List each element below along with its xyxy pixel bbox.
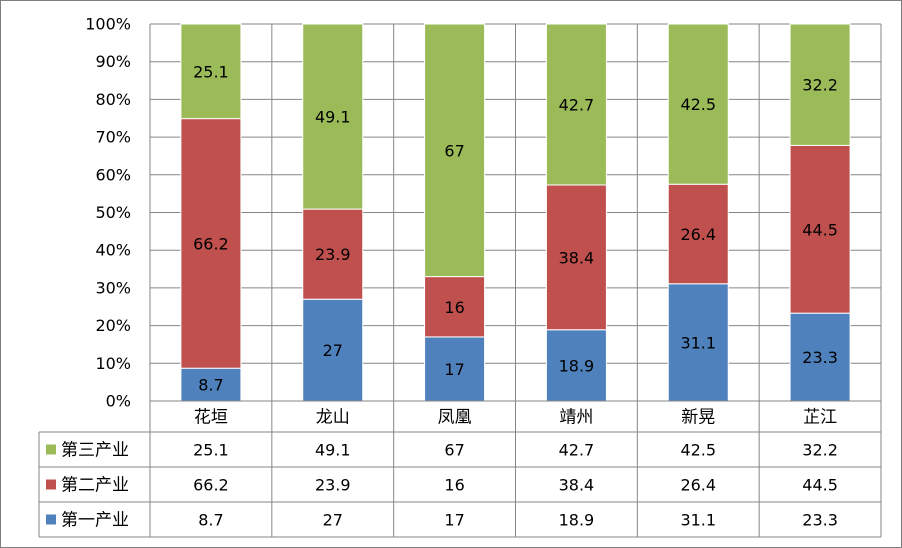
table-cell-value: 23.3 xyxy=(802,511,838,530)
table-cell-value: 25.1 xyxy=(193,441,229,460)
bar-segment xyxy=(180,23,242,120)
y-tick-label: 20% xyxy=(95,316,131,335)
data-label: 38.4 xyxy=(559,248,595,267)
table-cell-value: 42.7 xyxy=(559,441,595,460)
data-label: 67 xyxy=(444,141,464,160)
x-tick-label: 芷江 xyxy=(803,408,837,428)
bar-segment xyxy=(545,184,607,331)
table-cell-value: 16 xyxy=(444,476,464,495)
data-label: 17 xyxy=(444,360,464,379)
data-label: 32.2 xyxy=(802,76,838,95)
legend-swatch xyxy=(46,514,56,525)
data-label: 18.9 xyxy=(559,356,595,375)
bar-segment xyxy=(789,23,851,146)
data-label: 26.4 xyxy=(680,225,716,244)
legend-label: 第一产业 xyxy=(61,511,129,531)
table-cell-value: 18.9 xyxy=(559,511,595,530)
y-tick-label: 90% xyxy=(95,52,131,71)
bar-segment xyxy=(789,144,851,314)
bar-segment xyxy=(424,23,486,278)
table-cell-value: 44.5 xyxy=(802,476,838,495)
legend-label: 第二产业 xyxy=(61,476,129,496)
bar-segment xyxy=(545,23,607,186)
data-label: 27 xyxy=(323,341,343,360)
y-tick-label: 0% xyxy=(106,392,131,411)
legend-label: 第三产业 xyxy=(61,441,129,461)
data-label: 66.2 xyxy=(193,234,229,253)
bar-segment xyxy=(424,336,486,402)
table-cell-value: 27 xyxy=(323,511,343,530)
bar-segment xyxy=(302,208,364,300)
x-tick-label: 花垣 xyxy=(194,408,228,428)
legend-swatch xyxy=(46,479,56,490)
table-cell-value: 17 xyxy=(444,511,464,530)
table-cell-value: 23.9 xyxy=(315,476,351,495)
table-cell-value: 31.1 xyxy=(680,511,716,530)
data-label: 42.7 xyxy=(559,95,595,114)
table-cell-value: 26.4 xyxy=(680,476,716,495)
bar-segment xyxy=(667,283,729,402)
bar-segment xyxy=(302,23,364,210)
bar-segment xyxy=(424,276,486,338)
y-tick-label: 10% xyxy=(95,354,131,373)
y-tick-label: 60% xyxy=(95,165,131,184)
y-tick-label: 30% xyxy=(95,278,131,297)
y-tick-label: 70% xyxy=(95,128,131,147)
table-cell-value: 42.5 xyxy=(680,441,716,460)
x-tick-label: 新晃 xyxy=(681,408,715,428)
x-tick-label: 凤凰 xyxy=(438,408,472,428)
data-label: 23.3 xyxy=(802,348,838,367)
data-label: 23.9 xyxy=(315,245,351,264)
bar-segment xyxy=(667,23,729,185)
table-cell-value: 49.1 xyxy=(315,441,351,460)
data-label: 31.1 xyxy=(680,333,716,352)
data-label: 44.5 xyxy=(802,220,838,239)
bar-segment xyxy=(545,329,607,402)
data-label: 16 xyxy=(444,298,464,317)
y-tick-label: 50% xyxy=(95,203,131,222)
y-tick-label: 40% xyxy=(95,241,131,260)
table-cell-value: 8.7 xyxy=(198,511,223,530)
data-label: 8.7 xyxy=(198,376,223,395)
y-tick-label: 100% xyxy=(85,15,131,34)
bar-segment xyxy=(789,312,851,402)
legend-swatch xyxy=(46,444,56,455)
bar-segment xyxy=(302,298,364,402)
data-label: 49.1 xyxy=(315,108,351,127)
x-tick-label: 龙山 xyxy=(316,408,350,428)
table-cell-value: 32.2 xyxy=(802,441,838,460)
x-tick-label: 靖州 xyxy=(559,408,593,428)
data-label: 25.1 xyxy=(193,62,229,81)
table-cell-value: 38.4 xyxy=(559,476,595,495)
data-label: 42.5 xyxy=(680,95,716,114)
bar-segment xyxy=(667,183,729,285)
y-tick-label: 80% xyxy=(95,90,131,109)
table-cell-value: 66.2 xyxy=(193,476,229,495)
table-cell-value: 67 xyxy=(444,441,464,460)
